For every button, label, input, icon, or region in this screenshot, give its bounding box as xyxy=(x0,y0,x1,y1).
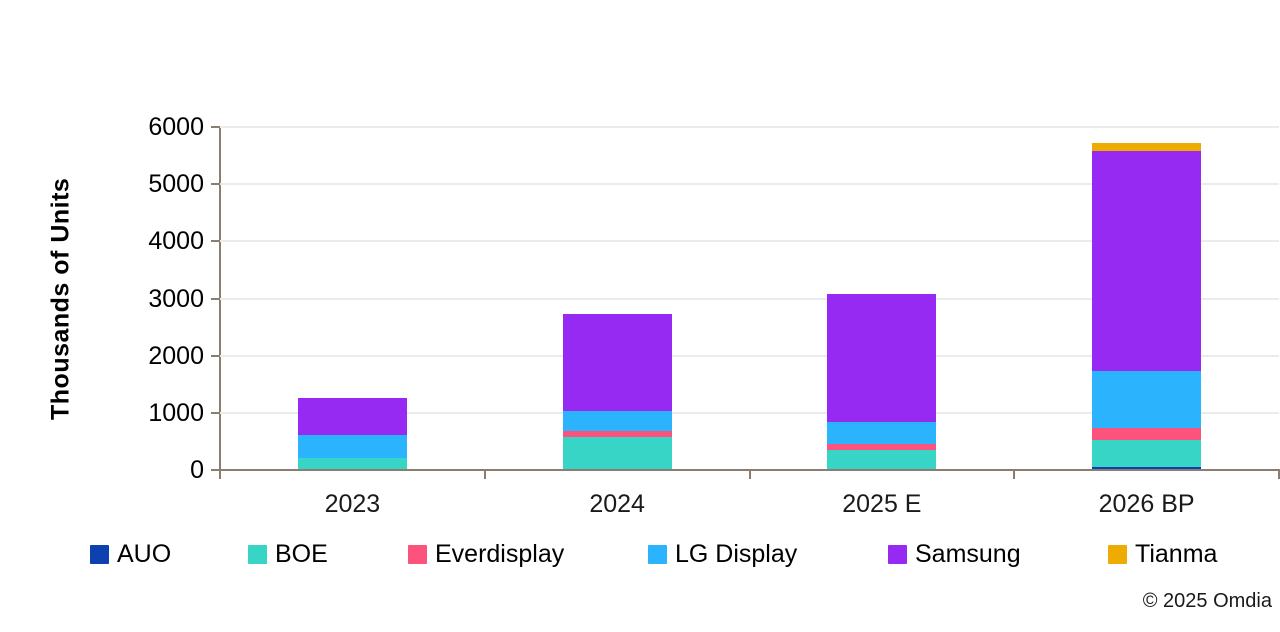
plot-area xyxy=(211,126,1280,479)
x-axis-tick xyxy=(219,471,221,479)
y-axis-tick xyxy=(211,240,220,243)
legend-swatch-icon xyxy=(90,545,109,564)
bar-segment-boe-2023 xyxy=(297,458,407,470)
legend-swatch-icon xyxy=(648,545,667,564)
legend-label: AUO xyxy=(117,540,172,568)
y-axis-tick xyxy=(211,126,220,128)
x-axis-tick xyxy=(1278,471,1280,479)
legend-label: LG Display xyxy=(675,540,798,568)
bar-segment-samsung-2024 xyxy=(562,313,672,411)
bar-segment-samsung-2025E xyxy=(827,294,937,423)
bar-segment-tianma-2026BP xyxy=(1092,142,1202,151)
gridline xyxy=(220,411,1279,414)
bar-segment-lg-display-2025E xyxy=(827,422,937,444)
gridline xyxy=(220,126,1279,128)
bar-segment-everdisplay-2024 xyxy=(562,430,672,437)
legend-item-boe: BOE xyxy=(248,540,328,569)
legend-swatch-icon xyxy=(888,545,907,564)
bar-segment-lg-display-2024 xyxy=(562,410,672,431)
bar-segment-lg-display-2026BP xyxy=(1092,370,1202,428)
x-axis-tick xyxy=(1013,471,1016,479)
bar-segment-samsung-2023 xyxy=(297,397,407,436)
y-axis-tick xyxy=(211,411,220,414)
legend-label: Everdisplay xyxy=(435,540,565,568)
legend-item-tianma: Tianma xyxy=(1108,540,1217,569)
y-tick-label: 3000 xyxy=(148,284,204,313)
bar-segment-lg-display-2023 xyxy=(297,435,407,459)
gridline xyxy=(220,297,1279,300)
gridline xyxy=(220,183,1279,186)
y-tick-label: 6000 xyxy=(148,113,204,141)
x-axis-tick xyxy=(748,471,751,479)
y-axis-tick xyxy=(211,183,220,186)
bar-segment-samsung-2026BP xyxy=(1092,150,1202,371)
bar-segment-boe-2024 xyxy=(562,436,672,470)
y-tick-label: 0 xyxy=(190,456,204,484)
x-tick-label: 2025 E xyxy=(842,490,922,518)
legend-swatch-icon xyxy=(1108,545,1127,564)
legend-item-auo: AUO xyxy=(90,540,171,569)
legend-label: BOE xyxy=(275,540,328,568)
x-tick-label: 2026 BP xyxy=(1098,490,1195,518)
legend-swatch-icon xyxy=(248,545,267,564)
x-axis-line xyxy=(219,469,1280,471)
gridline xyxy=(220,354,1279,357)
y-tick-label: 5000 xyxy=(148,170,204,199)
legend-label: Samsung xyxy=(915,540,1021,568)
legend-swatch-icon xyxy=(408,545,427,564)
legend-item-lg-display: LG Display xyxy=(648,540,797,569)
y-tick-label: 2000 xyxy=(148,341,204,370)
x-axis-tick xyxy=(483,471,486,479)
bar-segment-everdisplay-2026BP xyxy=(1092,427,1202,440)
y-axis-tick xyxy=(211,469,220,471)
y-axis-line xyxy=(219,127,221,472)
x-tick-label: 2024 xyxy=(589,490,645,518)
x-tick-label: 2023 xyxy=(324,490,381,518)
y-axis-title: Thousands of Units xyxy=(46,177,75,420)
y-tick-label: 1000 xyxy=(148,398,204,427)
legend-item-everdisplay: Everdisplay xyxy=(408,540,564,569)
legend-item-samsung: Samsung xyxy=(888,540,1021,569)
bar-segment-boe-2026BP xyxy=(1092,439,1202,467)
y-axis-tick xyxy=(211,297,220,300)
bar-segment-auo-2026BP xyxy=(1092,466,1202,470)
gridline xyxy=(220,240,1279,243)
y-tick-label: 4000 xyxy=(148,227,204,256)
legend-label: Tianma xyxy=(1135,540,1218,568)
y-axis-tick xyxy=(211,354,220,357)
copyright-text: © 2025 Omdia xyxy=(1142,590,1272,612)
bar-segment-boe-2025E xyxy=(827,449,937,470)
bar-segment-everdisplay-2025E xyxy=(827,443,937,450)
